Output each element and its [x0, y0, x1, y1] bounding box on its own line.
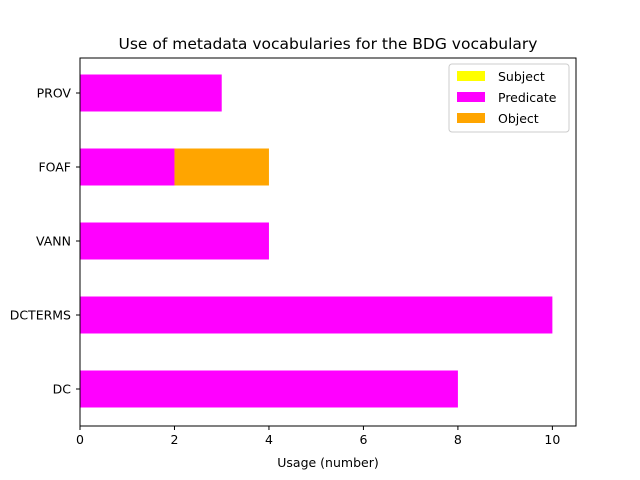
x-tick-label: 4	[265, 432, 273, 447]
bar-vann-predicate	[80, 222, 269, 260]
chart-title: Use of metadata vocabularies for the BDG…	[119, 35, 538, 53]
legend-label-subject: Subject	[498, 69, 545, 84]
x-tick-label: 10	[544, 432, 560, 447]
y-axis-ticks: DC DCTERMS VANN FOAF PROV	[10, 86, 80, 397]
y-tick-label-dc: DC	[53, 382, 72, 397]
legend-label-object: Object	[498, 111, 539, 126]
bar-prov-predicate	[80, 74, 222, 112]
x-tick-label: 2	[170, 432, 178, 447]
x-axis-label: Usage (number)	[277, 455, 378, 470]
plot-frame	[79, 57, 577, 427]
legend-swatch-object	[457, 113, 485, 123]
x-tick-label: 8	[454, 432, 462, 447]
legend: Subject Predicate Object	[448, 63, 570, 133]
x-axis-ticks: 0 2 4 6 8 10	[76, 426, 560, 447]
y-tick-label-prov: PROV	[37, 86, 72, 101]
legend-label-predicate: Predicate	[498, 90, 557, 105]
legend-swatch-predicate	[457, 92, 485, 102]
x-tick-label: 0	[76, 432, 84, 447]
bar-foaf-object	[174, 148, 269, 186]
bar-dc-predicate	[80, 370, 458, 408]
bars-group	[80, 74, 553, 408]
legend-swatch-subject	[457, 71, 485, 81]
bar-foaf-predicate	[80, 148, 175, 186]
y-tick-label-foaf: FOAF	[38, 160, 71, 175]
bar-dcterms-predicate	[80, 296, 553, 334]
x-tick-label: 6	[359, 432, 367, 447]
y-tick-label-dcterms: DCTERMS	[10, 308, 71, 323]
y-tick-label-vann: VANN	[36, 234, 71, 249]
